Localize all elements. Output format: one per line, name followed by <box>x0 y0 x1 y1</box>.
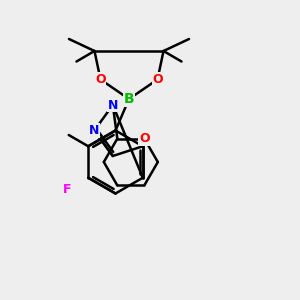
Text: O: O <box>152 73 163 86</box>
Text: B: B <box>124 92 134 106</box>
Text: F: F <box>63 183 72 196</box>
Text: N: N <box>108 98 118 112</box>
Text: O: O <box>95 73 106 86</box>
Text: N: N <box>89 124 100 137</box>
Text: O: O <box>139 132 150 145</box>
